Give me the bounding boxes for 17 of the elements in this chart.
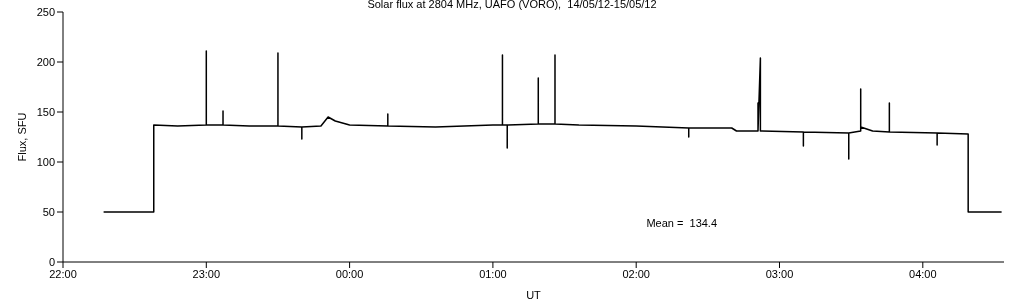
x-tick-label: 23:00: [192, 267, 221, 280]
y-tick-label: 200: [36, 55, 55, 68]
y-tick-label: 150: [36, 105, 55, 118]
x-tick-label: 02:00: [622, 267, 650, 280]
y-tick-label: 100: [36, 155, 55, 168]
x-tick-label: 01:00: [479, 267, 507, 280]
x-tick-label: 03:00: [765, 267, 794, 280]
annotation: Mean = 134.4: [646, 217, 718, 229]
y-tick-label: 50: [42, 205, 55, 218]
y-axis-title: Flux, SFU: [15, 112, 28, 162]
x-tick-label: 22:00: [49, 267, 77, 280]
x-axis-title: UT: [526, 289, 542, 301]
y-tick-label: 0: [48, 255, 55, 268]
x-tick-label: 00:00: [335, 267, 364, 280]
x-tick-label: 04:00: [909, 267, 937, 280]
chart-title: Solar flux at 2804 MHz, UAFO (VORO), 14/05/12-15/05/12: [367, 0, 657, 10]
y-tick-label: 250: [36, 5, 55, 18]
